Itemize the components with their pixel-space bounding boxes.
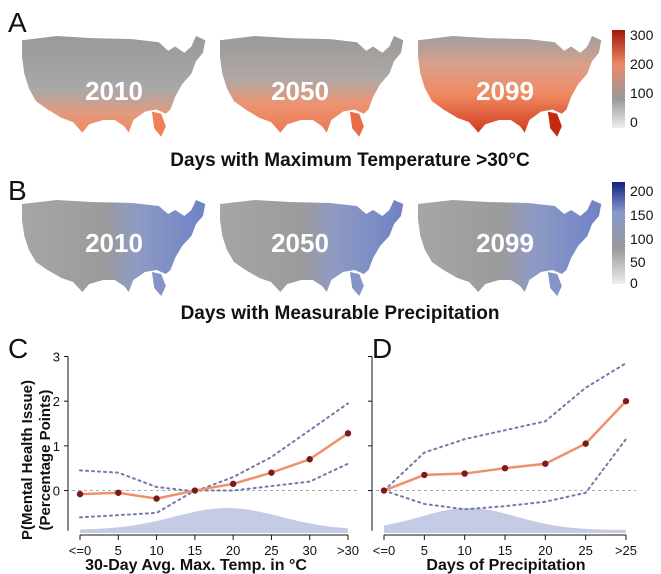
year-b-2099: 2099 <box>476 228 534 258</box>
data-point <box>76 490 84 498</box>
ci-lower <box>383 438 627 511</box>
y-tick-label: 0 <box>53 484 60 499</box>
x-axis-title-d: Days of Precipitation <box>426 557 585 574</box>
data-point <box>582 440 589 447</box>
x-tick-label: 25 <box>578 543 592 558</box>
y-tick-label: 3 <box>53 349 60 364</box>
data-point <box>306 456 313 463</box>
x-tick-label: 25 <box>264 543 278 558</box>
year-b-2010: 2010 <box>85 228 143 258</box>
chart-d: <=0 5 10 15 20 25 >25 <box>368 355 637 558</box>
colorbar-b-tick: 150 <box>630 207 654 223</box>
y-tick-label: 2 <box>53 394 60 409</box>
x-tick-label: 15 <box>498 543 512 558</box>
year-a-2099: 2099 <box>476 76 534 106</box>
data-point <box>622 397 630 405</box>
colorbar-b-tick: 100 <box>630 231 654 247</box>
colorbar-b <box>612 182 625 284</box>
colorbar-a <box>612 30 625 128</box>
x-tick-label: 5 <box>115 543 122 558</box>
data-point <box>461 470 468 477</box>
data-point <box>268 469 275 476</box>
density-band <box>80 508 348 533</box>
colorbar-a-tick: 0 <box>630 114 638 130</box>
colorbar-b-tick: 50 <box>630 254 646 270</box>
colorbar-a-tick: 200 <box>630 56 654 72</box>
year-b-2050: 2050 <box>271 228 329 258</box>
x-tick-label: >30 <box>337 543 359 558</box>
chart-c: 0 1 2 3 <=0 5 10 15 20 25 30 >30 <box>53 349 359 558</box>
data-point <box>153 495 160 502</box>
panel-d-label: D <box>372 333 392 364</box>
y-axis-title: P(Mental Health Issue) (Percentage Point… <box>19 380 54 540</box>
data-point <box>115 489 122 496</box>
data-point <box>380 487 388 494</box>
data-point <box>542 460 549 467</box>
panel-a-label: A <box>8 7 27 38</box>
x-tick-label: 5 <box>421 543 428 558</box>
data-point <box>191 487 199 494</box>
data-point <box>344 430 352 437</box>
year-a-2050: 2050 <box>271 76 329 106</box>
panel-a-title: Days with Maximum Temperature >30°C <box>170 150 530 171</box>
density-band <box>384 508 626 533</box>
ylabel-line1: P(Mental Health Issue) <box>19 380 36 540</box>
x-tick-label: 20 <box>538 543 552 558</box>
x-tick-label: 10 <box>149 543 163 558</box>
ci-lower <box>79 462 349 519</box>
data-point <box>229 480 237 488</box>
x-tick-label: 15 <box>188 543 202 558</box>
colorbar-b-tick: 200 <box>630 183 654 199</box>
ci-upper <box>383 362 627 492</box>
panel-c-label: C <box>8 333 28 364</box>
data-point <box>501 464 509 472</box>
ylabel-line2: (Percentage Points) <box>37 390 54 531</box>
data-point <box>421 471 428 479</box>
y-tick-label: 1 <box>53 439 60 454</box>
colorbar-b-tick: 0 <box>630 275 638 291</box>
colorbar-a-tick: 100 <box>630 85 654 101</box>
year-a-2010: 2010 <box>85 76 143 106</box>
x-axis-title-c: 30-Day Avg. Max. Temp. in °C <box>85 557 307 574</box>
x-tick-label: 30 <box>302 543 316 558</box>
ci-upper <box>79 402 349 493</box>
x-tick-label: <=0 <box>373 543 395 558</box>
x-tick-label: 10 <box>457 543 471 558</box>
estimate-line <box>79 432 349 500</box>
x-tick-label: <=0 <box>69 543 91 558</box>
panel-b-label: B <box>8 175 27 206</box>
x-tick-label: >25 <box>615 543 637 558</box>
x-tick-label: 20 <box>226 543 240 558</box>
estimate-line <box>383 400 627 492</box>
panel-b-title: Days with Measurable Precipitation <box>181 303 500 324</box>
colorbar-a-tick: 300 <box>630 27 654 43</box>
